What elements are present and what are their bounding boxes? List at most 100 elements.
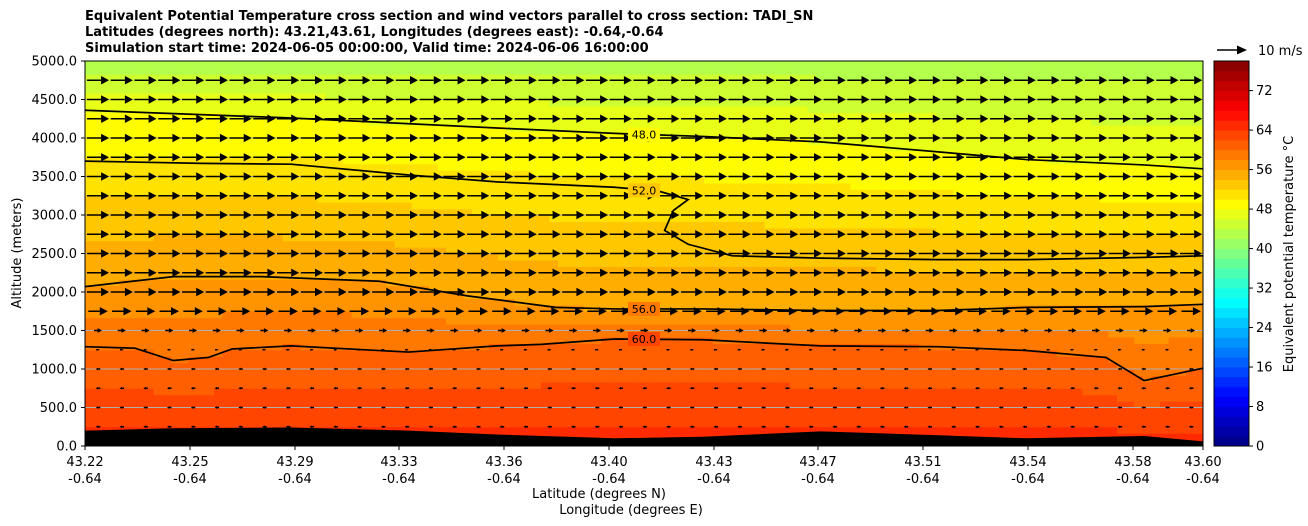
- heatmap-cell: [231, 330, 241, 338]
- heatmap-cell: [781, 215, 791, 223]
- heatmap-cell: [403, 247, 413, 255]
- heatmap-cell: [592, 125, 602, 133]
- heatmap-cell: [618, 336, 628, 344]
- heatmap-cell: [704, 202, 714, 210]
- heatmap-cell: [558, 227, 568, 235]
- heatmap-cell: [730, 99, 740, 107]
- heatmap-cell: [171, 208, 181, 216]
- heatmap-cell: [523, 227, 533, 235]
- heatmap-cell: [652, 292, 662, 300]
- heatmap-cell: [738, 182, 748, 190]
- heatmap-cell: [601, 324, 611, 332]
- heatmap-cell: [205, 99, 215, 107]
- heatmap-cell: [411, 304, 421, 312]
- heatmap-cell: [712, 163, 722, 171]
- heatmap-cell: [429, 247, 439, 255]
- heatmap-cell: [162, 285, 172, 293]
- heatmap-cell: [85, 304, 95, 312]
- heatmap-cell: [790, 170, 800, 178]
- heatmap-cell: [119, 150, 129, 158]
- heatmap-cell: [618, 215, 628, 223]
- heatmap-cell: [506, 349, 516, 357]
- heatmap-cell: [755, 189, 765, 197]
- heatmap-cell: [128, 317, 138, 325]
- heatmap-cell: [695, 182, 705, 190]
- heatmap-cell: [626, 247, 636, 255]
- heatmap-cell: [454, 118, 464, 126]
- heatmap-cell: [601, 356, 611, 364]
- heatmap-cell: [300, 86, 310, 94]
- heatmap-cell: [274, 394, 284, 402]
- heatmap-cell: [188, 324, 198, 332]
- heatmap-cell: [128, 259, 138, 267]
- heatmap-cell: [635, 208, 645, 216]
- heatmap-cell: [515, 234, 525, 242]
- heatmap-cell: [102, 349, 112, 357]
- heatmap-cell: [790, 324, 800, 332]
- heatmap-cell: [265, 195, 275, 203]
- heatmap-cell: [523, 407, 533, 415]
- heatmap-cell: [583, 266, 593, 274]
- heatmap-cell: [609, 369, 619, 377]
- heatmap-cell: [781, 375, 791, 383]
- heatmap-cell: [549, 259, 559, 267]
- heatmap-cell: [222, 247, 232, 255]
- heatmap-cell: [317, 170, 327, 178]
- heatmap-cell: [446, 93, 456, 101]
- heatmap-cell: [403, 292, 413, 300]
- heatmap-cell: [128, 272, 138, 280]
- heatmap-cell: [411, 356, 421, 364]
- heatmap-cell: [678, 285, 688, 293]
- heatmap-cell: [420, 163, 430, 171]
- heatmap-cell: [325, 208, 335, 216]
- heatmap-cell: [205, 388, 215, 396]
- heatmap-cell: [343, 202, 353, 210]
- heatmap-cell: [463, 394, 473, 402]
- heatmap-cell: [429, 93, 439, 101]
- heatmap-cell: [652, 381, 662, 389]
- heatmap-cell: [618, 80, 628, 88]
- heatmap-cell: [394, 118, 404, 126]
- heatmap-cell: [394, 195, 404, 203]
- heatmap-cell: [110, 227, 120, 235]
- heatmap-cell: [506, 227, 516, 235]
- heatmap-cell: [695, 176, 705, 184]
- heatmap-cell: [532, 426, 542, 434]
- heatmap-cell: [635, 285, 645, 293]
- heatmap-cell: [773, 93, 783, 101]
- heatmap-cell: [601, 311, 611, 319]
- heatmap-cell: [618, 73, 628, 81]
- heatmap-cell: [317, 227, 327, 235]
- heatmap-cell: [781, 208, 791, 216]
- heatmap-cell: [669, 413, 679, 421]
- heatmap-cell: [764, 420, 774, 428]
- heatmap-cell: [162, 401, 172, 409]
- heatmap-cell: [153, 330, 163, 338]
- heatmap-cell: [592, 112, 602, 120]
- heatmap-cell: [110, 86, 120, 94]
- heatmap-cell: [282, 195, 292, 203]
- heatmap-cell: [179, 369, 189, 377]
- heatmap-cell: [334, 394, 344, 402]
- heatmap-cell: [626, 324, 636, 332]
- heatmap-cell: [282, 285, 292, 293]
- heatmap-cell: [497, 285, 507, 293]
- heatmap-cell: [755, 131, 765, 139]
- heatmap-cell: [162, 388, 172, 396]
- heatmap-cell: [506, 272, 516, 280]
- heatmap-cell: [188, 144, 198, 152]
- heatmap-cell: [386, 247, 396, 255]
- heatmap-cell: [153, 413, 163, 421]
- heatmap-cell: [489, 266, 499, 274]
- heatmap-cell: [93, 202, 103, 210]
- heatmap-cell: [403, 163, 413, 171]
- heatmap-cell: [162, 118, 172, 126]
- heatmap-cell: [773, 394, 783, 402]
- heatmap-cell: [368, 182, 378, 190]
- heatmap-cell: [618, 163, 628, 171]
- heatmap-cell: [437, 202, 447, 210]
- heatmap-cell: [601, 208, 611, 216]
- heatmap-cell: [145, 298, 155, 306]
- heatmap-cell: [403, 99, 413, 107]
- heatmap-cell: [351, 118, 361, 126]
